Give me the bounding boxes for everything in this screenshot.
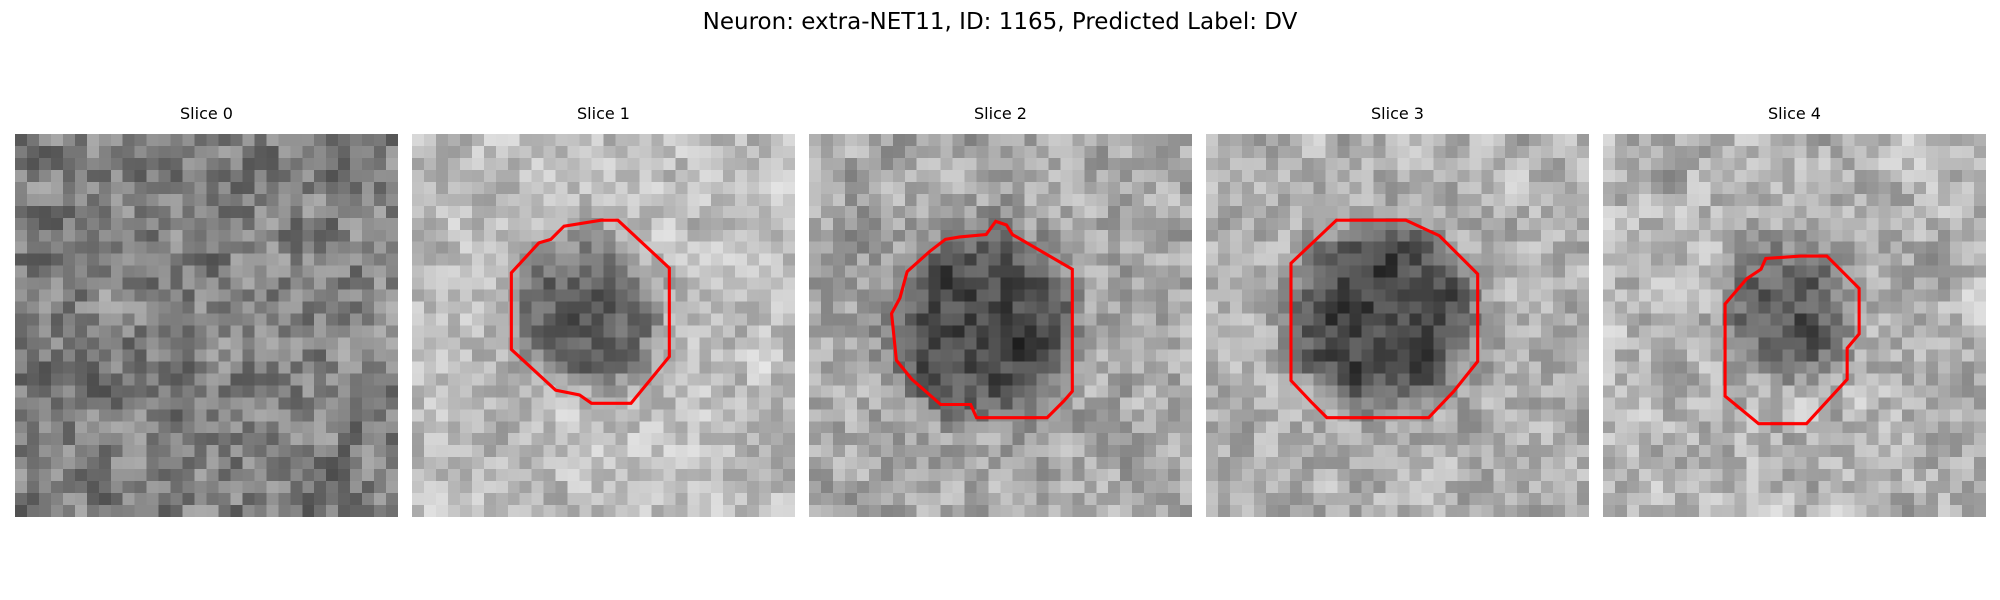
contour-outline [509, 218, 671, 405]
pixel-grid [15, 134, 398, 517]
pixel-grid [1206, 134, 1589, 517]
slice-title-3: Slice 3 [1371, 104, 1424, 123]
slice-panel-1: Slice 1 [412, 104, 795, 517]
figure-title: Neuron: extra-NET11, ID: 1165, Predicted… [702, 9, 1298, 35]
slice-title-2: Slice 2 [974, 104, 1027, 123]
slice-title-1: Slice 1 [577, 104, 630, 123]
contour-outline [889, 219, 1074, 420]
slice-image-4 [1603, 134, 1986, 517]
pixel-grid [412, 134, 795, 517]
slice-image-2 [809, 134, 1192, 517]
contour-outline [1289, 218, 1480, 420]
pixel-grid [1603, 134, 1986, 517]
slice-panel-3: Slice 3 [1206, 104, 1589, 517]
slice-image-1 [412, 134, 795, 517]
contour-outline [1723, 254, 1861, 426]
slice-panel-4: Slice 4 [1603, 104, 1986, 517]
slice-title-4: Slice 4 [1768, 104, 1821, 123]
slice-image-3 [1206, 134, 1589, 517]
slice-image-0 [15, 134, 398, 517]
slice-panel-0: Slice 0 [15, 104, 398, 517]
slice-title-0: Slice 0 [180, 104, 233, 123]
slice-panel-2: Slice 2 [809, 104, 1192, 517]
pixel-grid [809, 134, 1192, 517]
